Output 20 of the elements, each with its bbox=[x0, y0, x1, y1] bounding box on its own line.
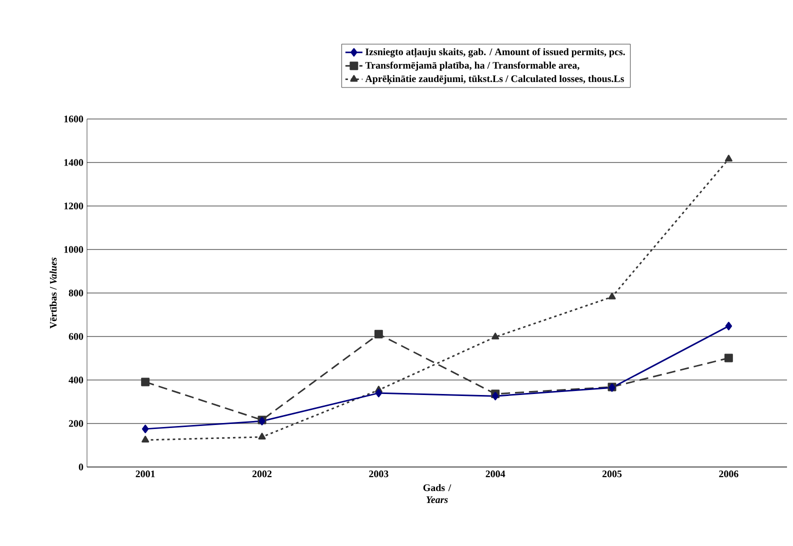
y-tick-label: 400 bbox=[68, 376, 84, 384]
y-axis-title: Vērtības / Values bbox=[50, 258, 57, 329]
y-tick-label: 600 bbox=[68, 333, 84, 340]
x-tick-label: 2004 bbox=[486, 470, 506, 478]
x-axis-title: Gads / Years bbox=[423, 484, 452, 504]
y-tick-label: 0 bbox=[78, 464, 84, 470]
x-tick-label: 2002 bbox=[252, 470, 272, 478]
y-tick-label: 1200 bbox=[64, 202, 84, 210]
legend-label: Transformējamā platība, ha / Transformable area, bbox=[365, 62, 580, 71]
x-tick-label: 2006 bbox=[719, 470, 738, 478]
y-tick-label: 800 bbox=[68, 290, 84, 296]
x-tick-label: 2001 bbox=[136, 470, 155, 478]
y-tick-label: 200 bbox=[68, 420, 84, 427]
legend-label: Izsniegto atļauju skaits, gab. / Amount of issued permits, pcs. bbox=[366, 48, 625, 58]
y-tick-label: 1000 bbox=[64, 246, 84, 253]
x-tick-label: 2005 bbox=[602, 470, 622, 478]
y-tick-label: 1400 bbox=[64, 159, 84, 166]
x-tick-label: 2003 bbox=[369, 470, 388, 478]
y-tick-label: 1600 bbox=[64, 116, 84, 122]
legend-label: Aprēķinātie zaudējumi, tūkst.Ls / Calculated losses, thous.Ls bbox=[365, 75, 624, 85]
